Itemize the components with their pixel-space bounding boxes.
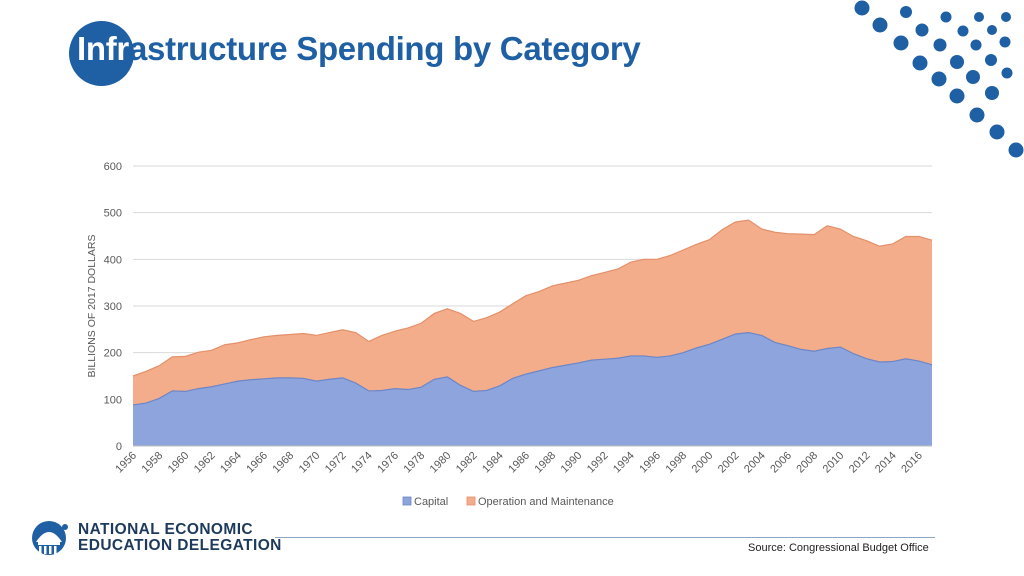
x-tick-label: 1962 <box>192 450 218 476</box>
x-tick-label: 1994 <box>611 450 637 476</box>
line-operation-maintenance-top <box>132 219 933 377</box>
legend-label-capital: Capital <box>414 496 448 508</box>
decorative-dot <box>900 6 912 18</box>
x-tick-label: 2016 <box>899 450 925 476</box>
decorative-dot <box>987 25 997 35</box>
legend: Capital Operation and Maintenance <box>402 496 614 508</box>
x-tick-label: 1966 <box>244 450 270 476</box>
decorative-dot <box>970 39 982 51</box>
x-tick-label: 1978 <box>401 450 427 476</box>
logo-line-1: NATIONAL ECONOMIC <box>78 521 253 538</box>
nend-logo: NATIONAL ECONOMIC EDUCATION DELEGATION <box>30 518 281 560</box>
decorative-dot <box>933 38 947 52</box>
x-tick-label: 2012 <box>847 450 873 476</box>
footer-divider <box>275 537 935 538</box>
x-tick-label: 1996 <box>637 450 663 476</box>
x-tick-label: 1998 <box>663 450 689 476</box>
decorative-dot <box>1001 12 1011 22</box>
title-accent-circle <box>69 21 134 86</box>
x-tick-label: 1980 <box>428 450 454 476</box>
x-tick-label: 1976 <box>375 450 401 476</box>
page-title-rest: astructure Spending by Category <box>128 30 641 67</box>
decorative-dot <box>985 54 997 66</box>
decorative-dot <box>957 25 969 37</box>
decorative-dot <box>854 0 870 16</box>
logo-text: NATIONAL ECONOMIC EDUCATION DELEGATION <box>78 522 282 554</box>
decorative-dot <box>950 55 964 69</box>
y-axis-label: BILLIONS OF 2017 DOLLARS <box>86 235 98 378</box>
source-note: Source: Congressional Budget Office <box>748 542 929 554</box>
decorative-dot <box>872 17 888 33</box>
decorative-dot <box>893 35 909 51</box>
x-tick-label: 1988 <box>532 450 558 476</box>
x-axis: 1956 1958 1960 1962 1964 1966 1968 1970 1972 1974… <box>113 445 932 476</box>
x-tick-label: 1990 <box>559 450 585 476</box>
dome-logo-icon <box>32 521 68 555</box>
legend-swatch-om <box>466 496 476 506</box>
line-capital-top <box>132 331 933 406</box>
logo-line-2: EDUCATION DELEGATION <box>78 537 282 554</box>
x-tick-label: 2002 <box>716 450 742 476</box>
decorative-dot <box>989 124 1005 140</box>
decorative-dot <box>912 55 928 71</box>
y-tick-label: 500 <box>104 208 122 220</box>
x-tick-label: 2010 <box>821 450 847 476</box>
legend-label-om: Operation and Maintenance <box>478 496 614 508</box>
page-title: Infrastructure Spending by Category <box>77 30 641 68</box>
y-tick-label: 600 <box>104 161 122 173</box>
decorative-dot <box>1008 142 1024 158</box>
legend-swatch-capital <box>402 496 412 506</box>
y-tick-label: 100 <box>104 394 122 406</box>
y-tick-label: 300 <box>104 301 122 313</box>
x-tick-label: 1970 <box>297 450 323 476</box>
decorative-dot <box>966 70 980 84</box>
x-tick-label: 1956 <box>113 450 139 476</box>
x-tick-label: 2000 <box>690 450 716 476</box>
decorative-dot <box>999 36 1011 48</box>
decorative-dot <box>974 12 984 22</box>
x-tick-label: 1960 <box>166 450 192 476</box>
y-tick-label: 0 <box>116 441 122 453</box>
x-tick-label: 2006 <box>768 450 794 476</box>
x-tick-label: 1982 <box>454 450 480 476</box>
y-axis: 0 100 200 300 400 500 600 <box>104 161 122 453</box>
area-capital <box>133 332 932 446</box>
decorative-dot <box>985 86 999 100</box>
x-tick-label: 1964 <box>218 450 244 476</box>
x-tick-label: 1958 <box>140 450 166 476</box>
x-tick-label: 1968 <box>271 450 297 476</box>
x-tick-label: 1986 <box>506 450 532 476</box>
decorative-dot <box>940 11 952 23</box>
area-operation-maintenance <box>133 220 932 405</box>
decorative-dot <box>1001 67 1013 79</box>
decorative-dot <box>931 71 947 87</box>
page-title-lead: Infr <box>77 30 129 67</box>
x-tick-label: 2014 <box>873 450 899 476</box>
x-tick-label: 1974 <box>349 450 375 476</box>
x-tick-label: 1992 <box>585 450 611 476</box>
x-tick-label: 1972 <box>323 450 349 476</box>
x-tick-label: 1984 <box>480 450 506 476</box>
series-areas <box>132 219 933 446</box>
y-tick-label: 400 <box>104 254 122 266</box>
x-tick-label: 2008 <box>794 450 820 476</box>
decorative-dot <box>915 23 929 37</box>
y-tick-label: 200 <box>104 348 122 360</box>
decorative-dot <box>969 107 985 123</box>
x-tick-label: 2004 <box>742 450 768 476</box>
decorative-dot <box>949 88 965 104</box>
